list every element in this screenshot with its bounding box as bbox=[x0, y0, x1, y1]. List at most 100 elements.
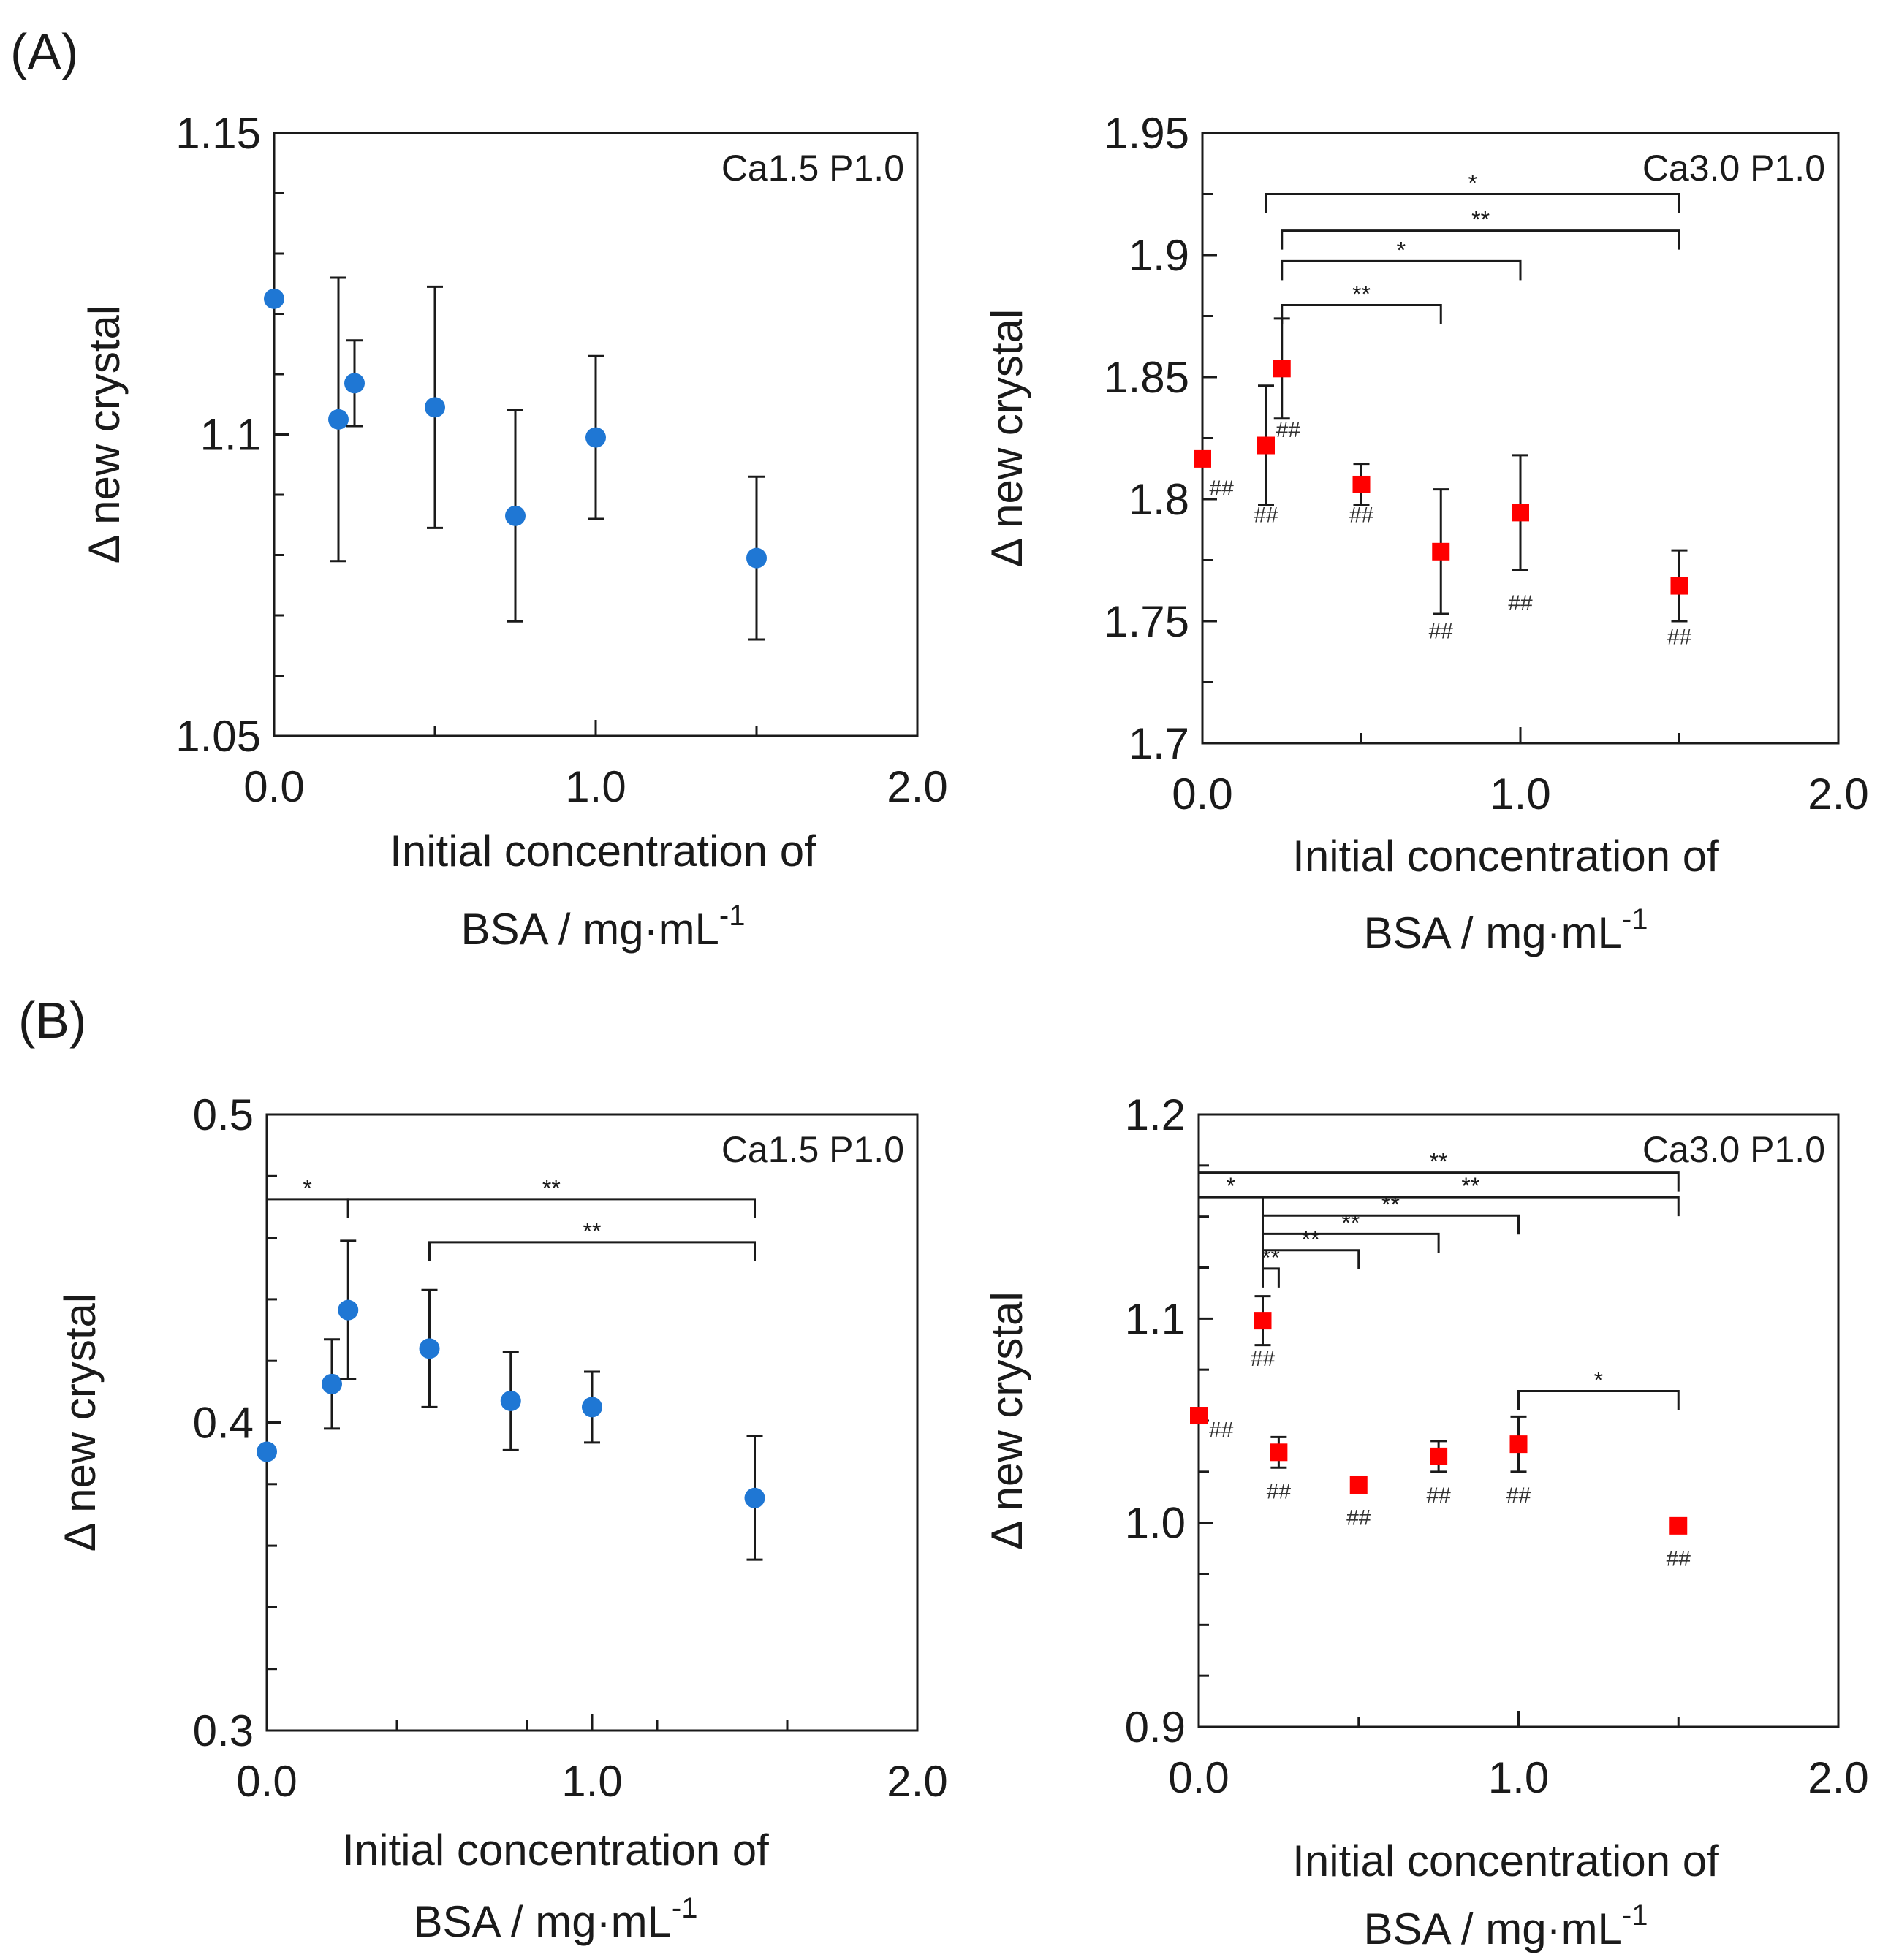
y-tick-label: 1.05 bbox=[175, 712, 261, 761]
x-axis-label-superscript: -1 bbox=[1622, 903, 1648, 935]
x-tick-label: 2.0 bbox=[887, 762, 947, 811]
significance-stars: * bbox=[1594, 1367, 1603, 1393]
y-tick-label: 1.1 bbox=[1125, 1294, 1186, 1343]
hash-annotation: ## bbox=[1667, 626, 1692, 650]
data-point bbox=[1254, 1312, 1272, 1330]
hash-annotation: ## bbox=[1508, 591, 1533, 615]
chart-b-left: 0.3 0.4 0.5 0.0 1.0 2.0 Δ new crystal Initial c… bbox=[56, 1090, 948, 1946]
hash-annotation: ## bbox=[1667, 1547, 1691, 1571]
y-tick-label: 0.4 bbox=[193, 1399, 254, 1448]
data-point bbox=[1670, 577, 1688, 595]
x-axis-label-unit: BSA / mg·mL bbox=[1363, 1904, 1621, 1953]
panel-label-a: (A) bbox=[10, 23, 78, 80]
data-point bbox=[257, 1441, 277, 1462]
data-point bbox=[419, 1338, 440, 1359]
x-axis-label-unit: BSA / mg·mL bbox=[1363, 908, 1621, 957]
significance-stars: ** bbox=[583, 1218, 602, 1245]
x-axis-label-superscript: -1 bbox=[672, 1892, 698, 1924]
x-tick-label: 2.0 bbox=[1808, 1753, 1868, 1802]
chart-b-right: 0.9 1.0 1.1 1.2 0.0 1.0 2.0 Δ new crystal Initia… bbox=[982, 1090, 1869, 1953]
significance-stars: ** bbox=[1341, 1209, 1360, 1236]
significance-bracket bbox=[1281, 229, 1680, 250]
data-point bbox=[1349, 1475, 1368, 1494]
significance-bracket bbox=[346, 1198, 756, 1218]
y-tick-label: 1.85 bbox=[1104, 353, 1189, 402]
significance-stars: ** bbox=[1471, 207, 1490, 233]
y-tick-label: 1.95 bbox=[1104, 109, 1189, 158]
significance-stars: ** bbox=[1430, 1149, 1448, 1175]
significance-stars: * bbox=[1397, 237, 1406, 263]
data-point bbox=[1432, 542, 1450, 561]
x-axis-label-line2: BSA / mg·mL-1 bbox=[460, 900, 745, 954]
y-tick-label: 1.7 bbox=[1129, 719, 1189, 768]
x-tick-label: 0.0 bbox=[1168, 1753, 1229, 1802]
hash-annotation: ## bbox=[1346, 1506, 1371, 1530]
data-point bbox=[744, 1487, 765, 1508]
x-tick-label: 2.0 bbox=[887, 1757, 947, 1806]
significance-bracket bbox=[1265, 193, 1680, 213]
data-point bbox=[1270, 1443, 1288, 1462]
significance-stars: * bbox=[303, 1175, 311, 1201]
significance-bracket bbox=[265, 1198, 349, 1218]
data-point bbox=[1257, 436, 1275, 455]
x-axis-label-superscript: -1 bbox=[1622, 1899, 1648, 1931]
y-axis-label: Δ new crystal bbox=[56, 1294, 105, 1552]
significance-bracket bbox=[1262, 1196, 1680, 1217]
data-point bbox=[344, 373, 365, 394]
y-tick-label: 0.3 bbox=[193, 1706, 254, 1755]
data-point bbox=[1352, 475, 1371, 493]
x-axis-label-unit: BSA / mg·mL bbox=[413, 1897, 671, 1946]
x-tick-label: 2.0 bbox=[1808, 770, 1868, 818]
data-point bbox=[425, 397, 445, 418]
x-axis-label-line2: BSA / mg·mL-1 bbox=[1363, 1899, 1648, 1953]
significance-bracket bbox=[1262, 1249, 1360, 1269]
x-tick-label: 0.0 bbox=[243, 762, 304, 811]
hash-annotation: ## bbox=[1429, 619, 1454, 643]
x-tick-label: 1.0 bbox=[561, 1757, 622, 1806]
significance-bracket bbox=[428, 1241, 756, 1261]
significance-stars: ** bbox=[1302, 1226, 1320, 1253]
y-axis-label: Δ new crystal bbox=[982, 1291, 1031, 1550]
x-axis-label-line1: Initial concentration of bbox=[1292, 832, 1719, 881]
x-tick-label: 1.0 bbox=[1490, 770, 1550, 818]
hash-annotation: ## bbox=[1267, 1479, 1292, 1503]
condition-label: Ca1.5 P1.0 bbox=[721, 1129, 904, 1170]
hash-annotation: ## bbox=[1349, 504, 1374, 528]
data-point bbox=[1430, 1447, 1448, 1465]
x-axis-label-unit: BSA / mg·mL bbox=[460, 905, 719, 954]
significance-bracket bbox=[1281, 303, 1442, 324]
x-axis-label-line2: BSA / mg·mL-1 bbox=[1363, 903, 1648, 957]
panel-label-b: (B) bbox=[18, 992, 86, 1049]
data-point bbox=[1669, 1516, 1688, 1535]
condition-label: Ca3.0 P1.0 bbox=[1642, 1129, 1825, 1170]
chart-a-left: 1.05 1.1 1.15 0.0 1.0 2.0 Δ new crystal Initial… bbox=[80, 109, 948, 954]
significance-bracket bbox=[1262, 1267, 1280, 1288]
x-axis-label-line1: Initial concentration of bbox=[1292, 1836, 1719, 1885]
hash-annotation: ## bbox=[1426, 1484, 1451, 1508]
y-tick-label: 1.2 bbox=[1125, 1090, 1186, 1139]
y-tick-label: 0.5 bbox=[193, 1090, 254, 1139]
y-tick-label: 1.75 bbox=[1104, 597, 1189, 646]
chart-a-right: 1.7 1.75 1.8 1.85 1.9 1.95 0.0 1.0 2.0 Δ new crys… bbox=[982, 109, 1869, 957]
significance-stars: ** bbox=[1352, 281, 1371, 307]
data-point bbox=[746, 547, 767, 569]
y-tick-label: 1.9 bbox=[1129, 231, 1189, 280]
data-point bbox=[338, 1299, 359, 1321]
significance-bracket bbox=[1262, 1214, 1520, 1235]
y-tick-label: 1.15 bbox=[175, 109, 261, 158]
significance-bracket bbox=[1197, 1196, 1264, 1217]
significance-bracket bbox=[1281, 259, 1522, 281]
x-tick-label: 0.0 bbox=[236, 1757, 297, 1806]
significance-bracket bbox=[1262, 1232, 1440, 1253]
condition-label: Ca3.0 P1.0 bbox=[1642, 148, 1825, 189]
data-point bbox=[264, 288, 284, 309]
significance-stars: ** bbox=[1461, 1173, 1479, 1199]
significance-stars: ** bbox=[1381, 1191, 1400, 1218]
data-point bbox=[505, 505, 526, 526]
significance-stars: * bbox=[1227, 1173, 1235, 1199]
x-axis-label-line1: Initial concentration of bbox=[342, 1826, 769, 1874]
data-point bbox=[1194, 449, 1211, 468]
hash-annotation: ## bbox=[1254, 504, 1278, 528]
data-point bbox=[1190, 1407, 1208, 1425]
